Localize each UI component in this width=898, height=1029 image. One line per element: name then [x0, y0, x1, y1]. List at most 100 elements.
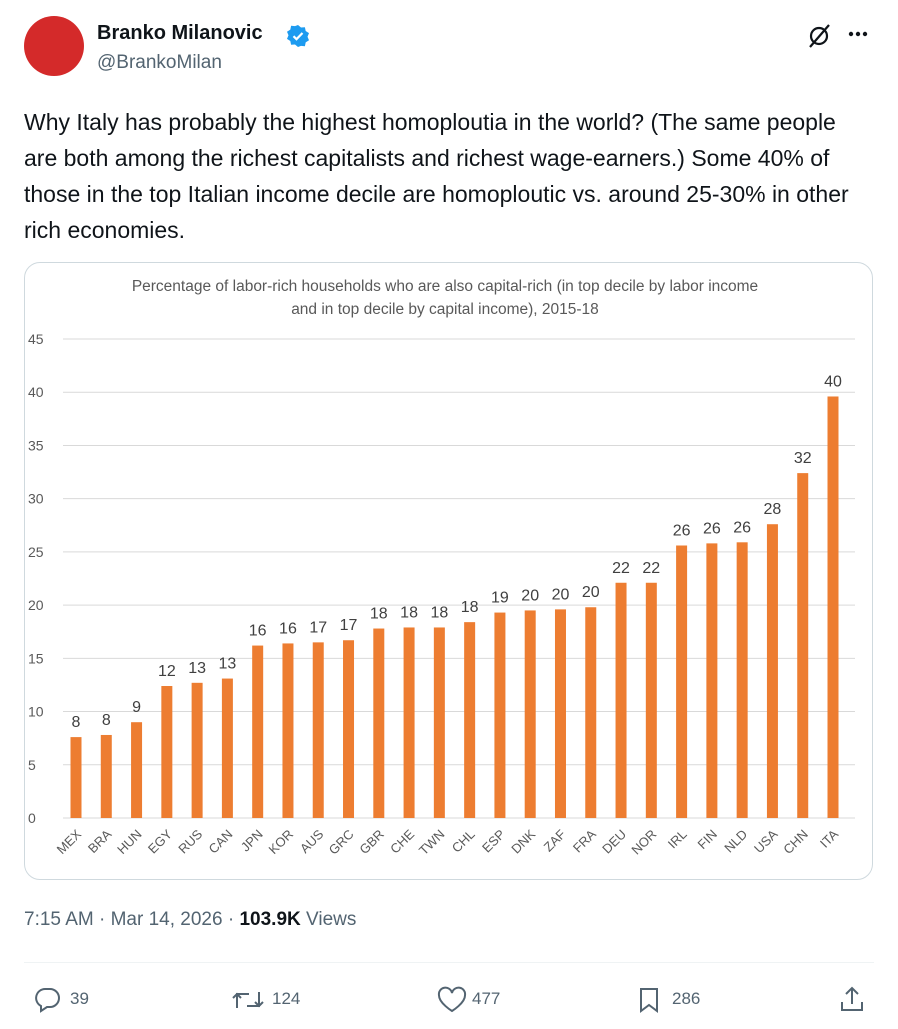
x-tick-label: ZAF	[541, 826, 569, 854]
bar	[373, 628, 385, 818]
x-tick-label: GRC	[326, 827, 357, 858]
data-label: 22	[642, 560, 660, 577]
data-label: 18	[370, 606, 388, 623]
data-label: 13	[219, 656, 237, 673]
data-label: 18	[430, 604, 448, 621]
chart-card[interactable]: 0 5 10 15 20 25 30 35 40 45 8 MEX 8 BRA 9 HUN 12 EGY 13 RUS…	[24, 262, 873, 880]
data-label: 8	[102, 712, 111, 729]
x-tick-label: FIN	[695, 827, 720, 852]
data-label: 32	[794, 450, 812, 467]
repost-count: 124	[272, 989, 301, 1008]
x-tick-label: FRA	[570, 826, 599, 855]
share-icon[interactable]	[838, 984, 866, 1014]
data-label: 8	[72, 714, 81, 731]
bar	[645, 582, 657, 818]
data-label: 26	[703, 520, 721, 537]
y-tick-label: 35	[28, 437, 44, 453]
data-label: 16	[279, 620, 297, 637]
x-tick-label: USA	[751, 826, 781, 856]
data-label: 12	[158, 663, 176, 680]
bar	[827, 396, 839, 818]
bar	[221, 678, 233, 818]
author-handle[interactable]: @BrankoMilan	[97, 52, 222, 73]
separator: ·	[99, 909, 106, 930]
x-tick-label: ITA	[817, 826, 841, 850]
x-tick-label: CHE	[387, 826, 417, 856]
data-label: 20	[521, 587, 539, 604]
x-tick-label: EGY	[145, 826, 175, 856]
post-text: Why Italy has probably the highest homop…	[24, 109, 849, 243]
bar	[585, 607, 597, 818]
reply-icon[interactable]	[33, 986, 63, 1014]
chart: 0 5 10 15 20 25 30 35 40 45 8 MEX 8 BRA 9 HUN 12 EGY 13 RUS…	[28, 331, 855, 859]
bar	[494, 612, 506, 818]
bar	[282, 643, 294, 818]
author-name[interactable]: Branko Milanovic	[97, 22, 263, 44]
x-tick-label: IRL	[665, 827, 690, 852]
x-tick-label: JPN	[238, 827, 266, 855]
data-label: 40	[824, 373, 842, 390]
more-icon[interactable]	[846, 24, 874, 44]
bar	[191, 682, 203, 818]
bar	[161, 686, 173, 818]
repost-icon[interactable]	[230, 986, 266, 1014]
post-meta: 7:15 AM · Mar 14, 2026 · 103.9K Views	[24, 909, 356, 931]
data-label: 22	[612, 560, 630, 577]
avatar[interactable]	[24, 16, 84, 76]
y-tick-label: 20	[28, 597, 44, 613]
like-icon[interactable]	[436, 986, 468, 1014]
bar	[343, 640, 355, 818]
data-label: 13	[188, 660, 206, 677]
x-tick-label: NOR	[628, 827, 659, 858]
y-tick-label: 40	[28, 384, 44, 400]
bar	[797, 473, 809, 818]
date[interactable]: Mar 14, 2026	[110, 909, 223, 930]
chart-title: Percentage of labor-rich households who …	[131, 278, 759, 318]
data-label: 19	[491, 590, 509, 607]
data-label: 16	[249, 623, 267, 640]
x-tick-label: BRA	[85, 826, 115, 856]
bar	[70, 737, 82, 818]
bookmark-icon[interactable]	[636, 986, 664, 1014]
y-tick-label: 0	[28, 810, 36, 826]
x-tick-label: GBR	[356, 827, 387, 858]
x-tick-label: ESP	[479, 827, 508, 856]
reply-count: 39	[70, 989, 89, 1008]
bar	[554, 609, 566, 818]
x-tick-label: MEX	[54, 826, 85, 857]
data-label: 17	[340, 617, 358, 634]
data-label: 9	[132, 699, 141, 716]
time[interactable]: 7:15 AM	[24, 909, 94, 930]
x-tick-label: DNK	[508, 826, 538, 856]
bar	[706, 543, 718, 818]
bar	[615, 582, 627, 818]
x-tick-label: CHN	[780, 827, 811, 858]
data-label: 28	[764, 501, 782, 518]
x-tick-label: AUS	[297, 826, 327, 856]
bar	[433, 627, 445, 818]
divider	[24, 962, 874, 963]
bookmark-count: 286	[672, 989, 701, 1008]
y-tick-label: 45	[28, 331, 44, 347]
x-tick-label: TWN	[416, 827, 448, 859]
data-label: 18	[400, 604, 418, 621]
bar	[403, 627, 415, 818]
data-label: 20	[552, 586, 570, 603]
data-label: 18	[461, 599, 479, 616]
views-label: Views	[306, 909, 357, 930]
bar	[131, 722, 143, 818]
x-tick-label: CHL	[449, 827, 478, 856]
x-tick-label: CAN	[206, 827, 236, 857]
data-label: 17	[309, 619, 327, 636]
x-tick-label: NLD	[721, 827, 750, 856]
views-count: 103.9K	[239, 909, 301, 930]
bar	[312, 642, 324, 818]
bar	[252, 645, 264, 818]
y-tick-label: 25	[28, 544, 44, 560]
y-tick-label: 10	[28, 704, 44, 720]
y-tick-label: 15	[28, 650, 44, 666]
data-label: 26	[733, 519, 751, 536]
bar	[676, 545, 688, 818]
grok-icon[interactable]	[804, 22, 834, 50]
